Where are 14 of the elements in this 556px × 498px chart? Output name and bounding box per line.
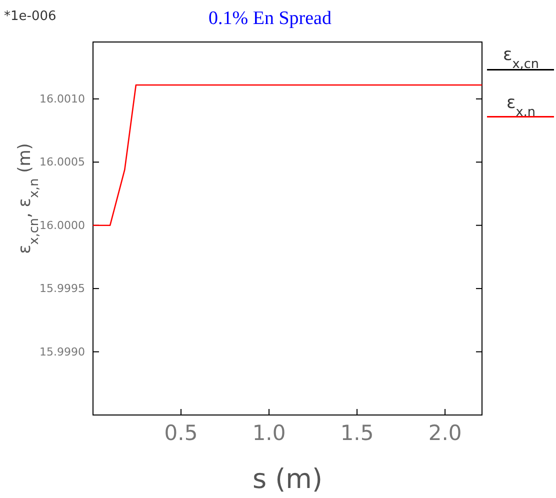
text: *1e-006: [4, 9, 56, 24]
x-axis-title: s (m): [252, 464, 323, 495]
x-tick-label: 2.0: [428, 420, 462, 445]
y-tick-label: 16.0000: [40, 218, 85, 232]
legend-key: ε$_{x,cn}$: [487, 45, 554, 72]
chart-title: 0.1% En Spread: [208, 8, 332, 29]
x-tick-label: 1.0: [252, 420, 286, 445]
series-label: ε$_{x,n}$: [506, 93, 536, 120]
y-tick-label: 16.0010: [40, 92, 85, 106]
x-tick-label: 1.5: [340, 420, 374, 445]
y-tick-label: 15.9990: [40, 345, 85, 358]
x-tick-label: 0.5: [164, 420, 198, 445]
y-tick-label: 16.0005: [40, 156, 85, 169]
y-tick-label: 15.9995: [40, 282, 85, 296]
